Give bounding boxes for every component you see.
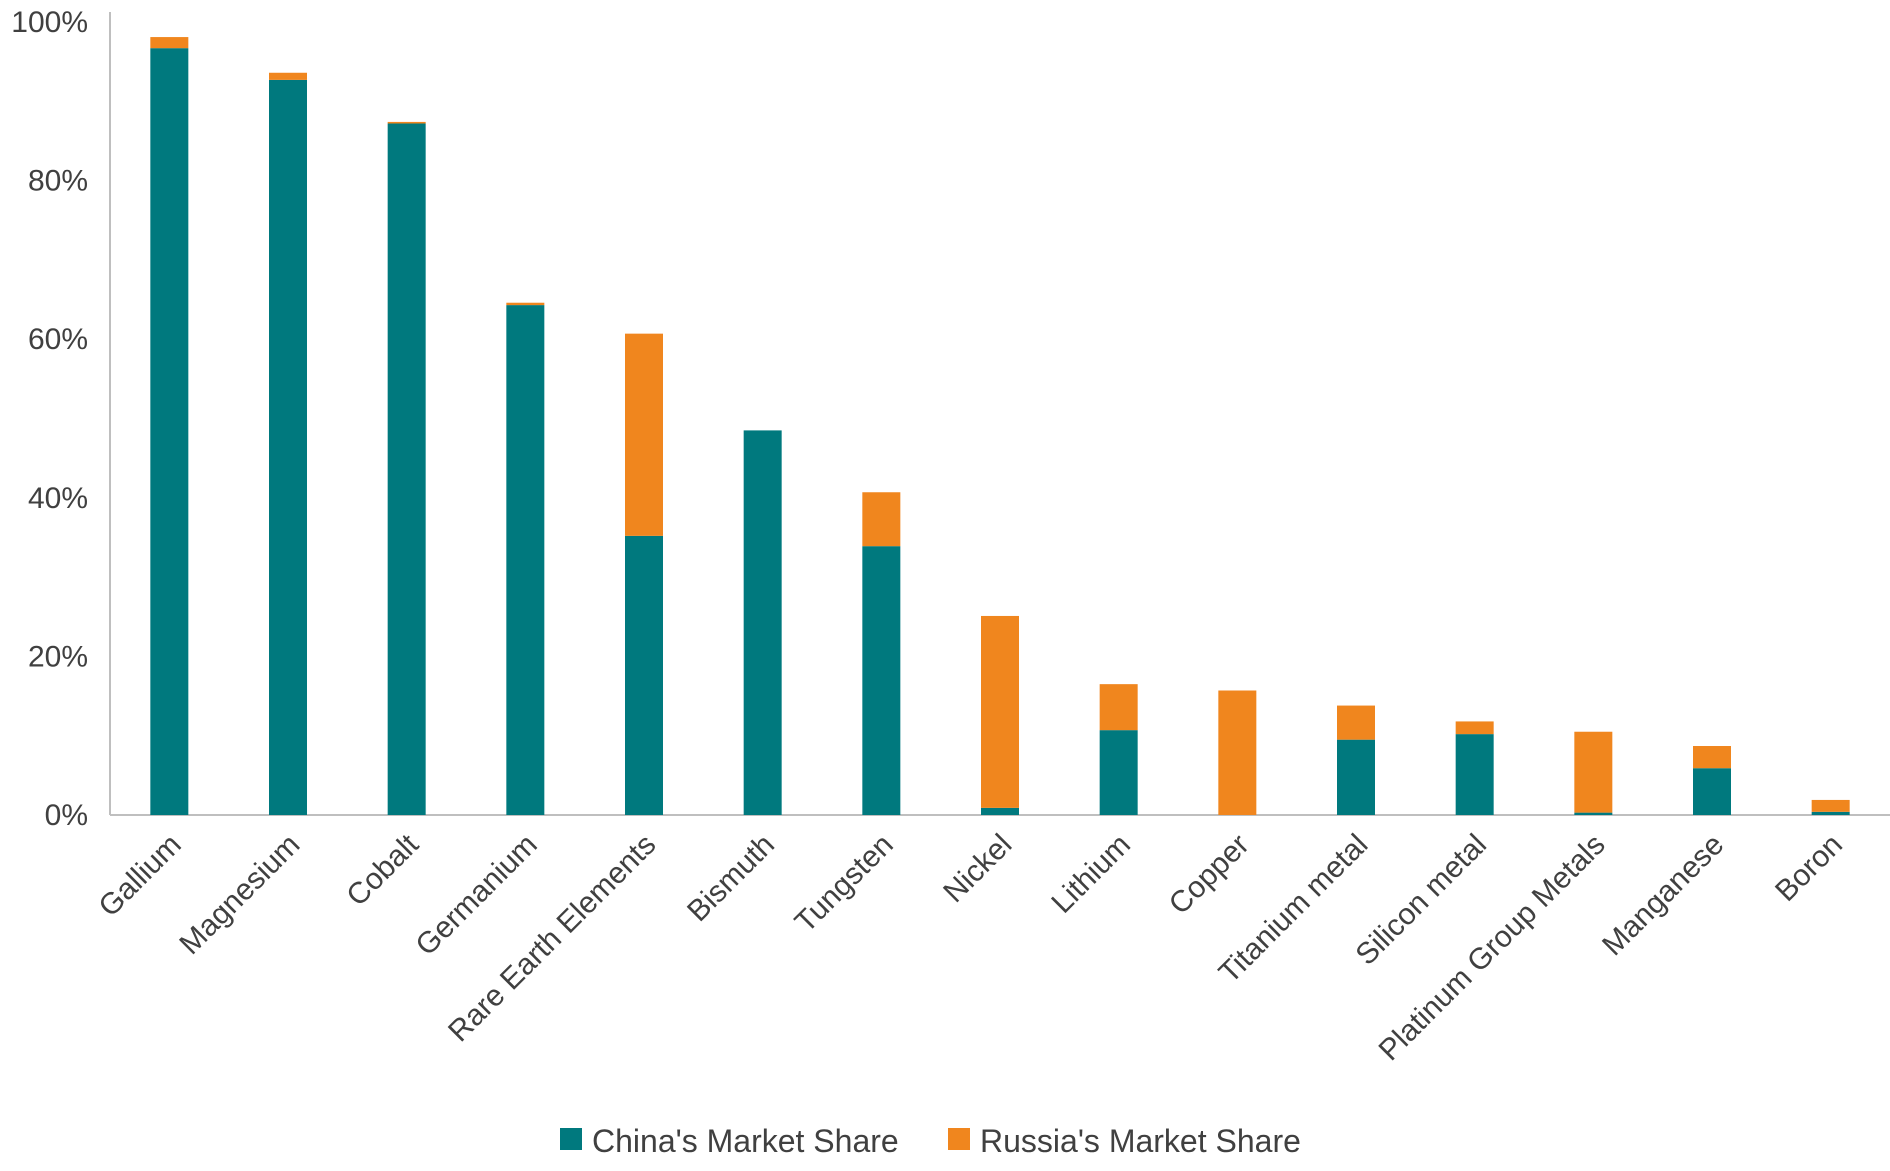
bar-segment-russia xyxy=(1693,746,1731,769)
bar-segment-russia xyxy=(1455,721,1494,735)
x-tick-label: Tungsten xyxy=(789,828,900,939)
x-tick-label: Rare Earth Elements xyxy=(442,828,662,1048)
y-tick-label: 0% xyxy=(45,799,88,832)
bar-segment-china xyxy=(1811,811,1850,815)
bar-segment-russia xyxy=(625,333,663,536)
legend-item-russia: Russia's Market Share xyxy=(980,1123,1301,1159)
x-tick-label: Platinum Group Metals xyxy=(1373,828,1612,1067)
x-tick-label: Magnesium xyxy=(173,828,306,961)
bar-segment-china xyxy=(1099,730,1138,815)
y-tick-label: 20% xyxy=(28,640,88,673)
x-tick-label: Manganese xyxy=(1596,828,1730,962)
bar-segment-china xyxy=(1693,768,1731,815)
bar-segment-china xyxy=(1455,734,1494,815)
legend-item-china: China's Market Share xyxy=(592,1123,899,1159)
x-tick-label: Boron xyxy=(1769,828,1849,908)
legend: China's Market Share Russia's Market Shar… xyxy=(560,1123,1301,1159)
y-tick-label: 100% xyxy=(11,6,88,39)
bar-segment-china xyxy=(1574,812,1613,815)
bar-segment-china xyxy=(862,546,901,815)
bar-segment-china xyxy=(625,535,663,815)
bar-segment-russia xyxy=(506,302,545,306)
bars xyxy=(150,37,1850,816)
bar-segment-russia xyxy=(1574,731,1613,813)
x-tick-label: Germanium xyxy=(410,828,544,962)
x-tick-label: Copper xyxy=(1163,828,1256,921)
bar-segment-china xyxy=(981,807,1019,815)
bar-segment-russia xyxy=(269,72,307,80)
bar-segment-russia xyxy=(981,615,1019,808)
bar-segment-russia xyxy=(1811,799,1850,812)
x-tick-label: Cobalt xyxy=(340,828,425,913)
legend-swatch xyxy=(560,1128,582,1150)
bar-segment-russia xyxy=(150,37,189,49)
bar-segment-russia xyxy=(1099,684,1138,731)
bar-segment-china xyxy=(1337,739,1375,815)
y-axis: 0% 20% 40% 60% 80% 100% xyxy=(11,6,111,832)
bar-segment-china xyxy=(150,48,189,815)
bar-segment-china xyxy=(387,123,426,815)
bar-segment-china xyxy=(506,305,545,815)
y-tick-label: 60% xyxy=(28,323,88,356)
bar-segment-russia xyxy=(1337,705,1375,740)
bar-segment-china xyxy=(743,430,782,815)
bar-segment-russia xyxy=(862,492,901,547)
legend-swatch xyxy=(948,1128,970,1150)
x-tick-label: Gallium xyxy=(92,828,187,923)
bar-segment-russia xyxy=(387,121,426,124)
bar-segment-china xyxy=(269,79,307,816)
y-tick-label: 80% xyxy=(28,165,88,198)
bar-segment-russia xyxy=(1218,690,1257,815)
x-tick-label: Bismuth xyxy=(681,828,781,928)
x-tick-label: Nickel xyxy=(937,828,1018,909)
y-tick-label: 40% xyxy=(28,482,88,515)
x-tick-label: Lithium xyxy=(1045,828,1137,920)
